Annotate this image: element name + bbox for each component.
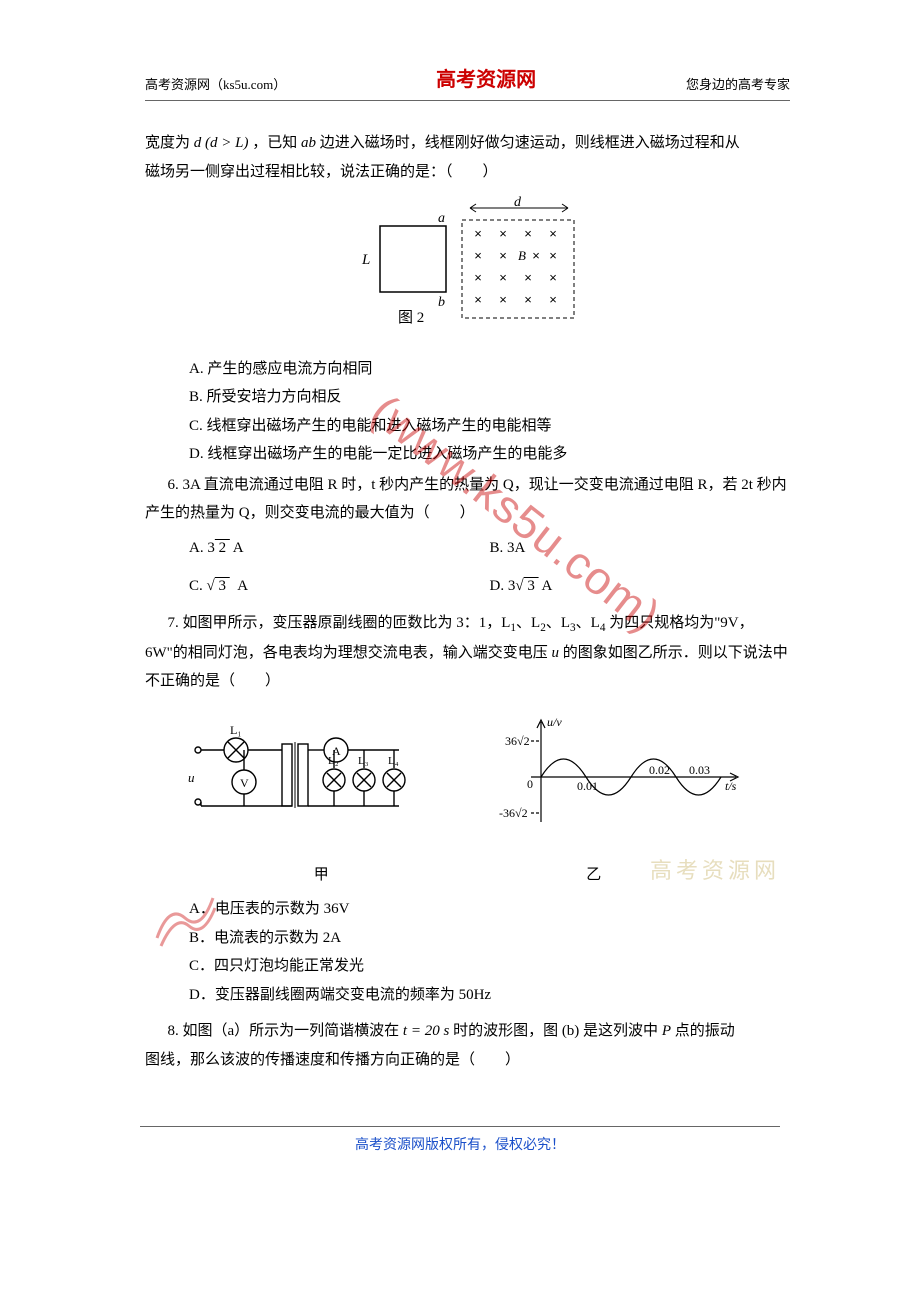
q8-frag: 8. 如图（a）所示为一列简谐横波在 — [168, 1023, 400, 1039]
header-left: 高考资源网（ks5u.com） — [145, 73, 286, 98]
svg-text:36√2: 36√2 — [505, 734, 530, 748]
q8-p-var: P — [662, 1023, 671, 1039]
svg-text:u: u — [188, 770, 195, 785]
question-7: 7. 如图甲所示，变压器原副线圈的匝数比为 3：1，L1、L2、L3、L4 为四… — [145, 609, 790, 1010]
svg-text:B: B — [518, 248, 526, 263]
q7-frag: 7. 如图甲所示，变压器原副线圈的匝数比为 3：1，L — [168, 615, 511, 631]
svg-text:×: × — [549, 248, 557, 263]
q8-frag: 时的波形图，图 (b) 是这列波中 — [453, 1023, 658, 1039]
svg-text:×: × — [499, 270, 507, 285]
header-right: 您身边的高考专家 — [686, 73, 790, 98]
q7-options: A．电压表的示数为 36V B．电流表的示数为 2A C．四只灯泡均能正常发光 … — [145, 895, 790, 1009]
q5-option-c: C. 线框穿出磁场产生的电能和进入磁场产生的电能相等 — [189, 412, 790, 441]
fig2-d: d — [514, 195, 522, 210]
svg-text:×: × — [524, 270, 532, 285]
svg-text:×: × — [499, 292, 507, 307]
figure-2-svg: L a b 图 2 d ×××× ××× B× ×××× — [338, 194, 598, 334]
q6-option-c: C. √ 3 A — [189, 572, 490, 601]
page-header: 高考资源网（ks5u.com） 高考资源网 您身边的高考专家 — [145, 60, 790, 101]
svg-text:×: × — [499, 248, 507, 263]
svg-text:t/s: t/s — [725, 779, 737, 793]
svg-text:×: × — [474, 270, 482, 285]
page-footer: 高考资源网版权所有，侵权必究！ — [140, 1126, 780, 1160]
svg-text:×: × — [524, 292, 532, 307]
question-6: 6. 3A 直流电流通过电阻 R 时，t 秒内产生的热量为 Q，现让一交变电流通… — [145, 471, 790, 601]
q7-text: 7. 如图甲所示，变压器原副线圈的匝数比为 3：1，L1、L2、L3、L4 为四… — [145, 609, 790, 696]
q5-figure: L a b 图 2 d ×××× ××× B× ×××× — [145, 194, 790, 345]
svg-text:L₂: L₂ — [328, 755, 339, 767]
svg-text:L₄: L₄ — [388, 755, 399, 767]
q7-option-d: D．变压器副线圈两端交变电流的频率为 50Hz — [189, 981, 790, 1010]
page: 高考资源网（ks5u.com） 高考资源网 您身边的高考专家 宽度为 d (d … — [0, 0, 920, 1200]
q7-option-c: C．四只灯泡均能正常发光 — [189, 952, 790, 981]
svg-text:×: × — [532, 248, 540, 263]
question-8: 8. 如图（a）所示为一列简谐横波在 t = 20 s 时的波形图，图 (b) … — [145, 1017, 790, 1074]
q5-options: A. 产生的感应电流方向相同 B. 所受安培力方向相反 C. 线框穿出磁场产生的… — [145, 355, 790, 469]
q6-option-a: A. 3 2 A — [189, 534, 490, 563]
svg-text:×: × — [474, 226, 482, 241]
svg-text:u/v: u/v — [547, 715, 562, 729]
svg-text:×: × — [524, 226, 532, 241]
q8-line2: 图线，那么该波的传播速度和传播方向正确的是（ ） — [145, 1046, 790, 1075]
svg-text:0.01: 0.01 — [577, 779, 598, 793]
q6-option-b: B. 3A — [490, 534, 791, 563]
q5-option-a: A. 产生的感应电流方向相同 — [189, 355, 790, 384]
svg-text:×: × — [499, 226, 507, 241]
q7-circuit-svg: L₁ V u — [184, 712, 414, 847]
q5-math-ab: ab — [301, 135, 316, 151]
q7-figures: L₁ V u — [145, 704, 790, 851]
q7-cap-left: 甲 — [314, 861, 329, 890]
q5-math-d: d (d > L) — [194, 135, 249, 151]
opt-label: C. — [189, 578, 207, 594]
question-5-continuation: 宽度为 d (d > L) ，已知 ab 边进入磁场时，线框刚好做匀速运动，则线… — [145, 129, 790, 469]
svg-text:×: × — [549, 292, 557, 307]
q7-u-var: u — [552, 645, 560, 661]
svg-text:0: 0 — [527, 777, 533, 791]
svg-text:0.03: 0.03 — [689, 763, 710, 777]
q7-frag: 、L — [546, 615, 570, 631]
q5-line2: 磁场另一侧穿出过程相比较，说法正确的是：（ ） — [145, 158, 790, 187]
q5-text-frag2: ，已知 — [252, 135, 297, 151]
svg-text:×: × — [474, 292, 482, 307]
q5-option-d: D. 线框穿出磁场产生的电能一定比进入磁场产生的电能多 — [189, 440, 790, 469]
opt-label: D. — [490, 578, 508, 594]
q6-options: A. 3 2 A B. 3A C. √ 3 A D. 3√ 3 A — [145, 528, 790, 601]
q6-option-d: D. 3√ 3 A — [490, 572, 791, 601]
q5-text-frag3: 边进入磁场时，线框刚好做匀速运动，则线框进入磁场过程和从 — [320, 135, 740, 151]
q7-cap-right: 乙 — [586, 861, 601, 890]
svg-text:×: × — [549, 226, 557, 241]
q6-text: 6. 3A 直流电流通过电阻 R 时，t 秒内产生的热量为 Q，现让一交变电流通… — [145, 471, 790, 528]
q8-t-expr: t = 20 s — [403, 1023, 449, 1039]
q8-line1: 8. 如图（a）所示为一列简谐横波在 t = 20 s 时的波形图，图 (b) … — [145, 1017, 790, 1046]
header-center-logo: 高考资源网 — [436, 61, 536, 99]
q7-frag: 、L — [516, 615, 540, 631]
svg-text:0.02: 0.02 — [649, 763, 670, 777]
svg-text:-36√2: -36√2 — [499, 806, 528, 820]
q7-frag: 、L — [576, 615, 600, 631]
q5-line1: 宽度为 d (d > L) ，已知 ab 边进入磁场时，线框刚好做匀速运动，则线… — [145, 129, 790, 158]
fig2-L: L — [361, 252, 370, 268]
q7-option-b: B．电流表的示数为 2A — [189, 924, 790, 953]
q8-frag: 点的振动 — [675, 1023, 735, 1039]
fig2-a: a — [438, 211, 445, 226]
fig2-b: b — [438, 295, 445, 310]
svg-text:V: V — [240, 776, 249, 790]
svg-text:×: × — [474, 248, 482, 263]
svg-text:L₃: L₃ — [358, 755, 369, 767]
opt-label: A. — [189, 540, 207, 556]
q7-graph-svg: u/v 36√2 0 -36√2 0.01 0.02 0.03 t/s — [491, 712, 751, 847]
svg-text:×: × — [549, 270, 557, 285]
faint-watermark: 高考资源网 — [650, 850, 780, 892]
svg-text:L₁: L₁ — [230, 723, 242, 737]
q5-option-b: B. 所受安培力方向相反 — [189, 383, 790, 412]
fig2-caption: 图 2 — [398, 309, 424, 326]
q5-text-frag: 宽度为 — [145, 135, 190, 151]
q7-option-a: A．电压表的示数为 36V — [189, 895, 790, 924]
